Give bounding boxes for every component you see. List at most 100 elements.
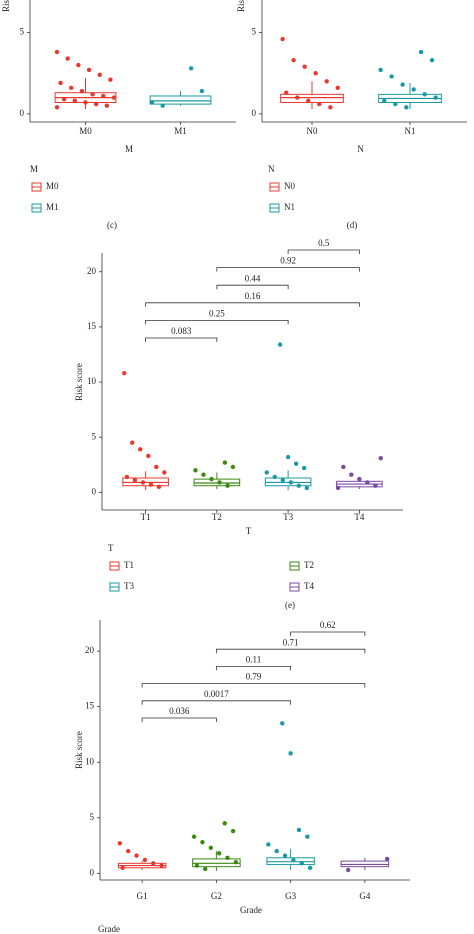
data-point [288,480,293,485]
y-axis-label: Risk score [236,0,246,12]
data-point [156,484,162,490]
y-tick-label: 5 [20,27,25,37]
data-point [230,464,236,470]
data-point [296,827,302,833]
significance-bracket [141,683,366,688]
p-value: 0.16 [245,291,261,301]
legend-label: T2 [304,560,314,570]
data-point [154,464,159,470]
panel-label: (e) [285,600,295,610]
significance-bracket [145,320,289,325]
p-value: 0.79 [246,672,262,682]
y-tick-label: 0 [92,486,97,496]
data-point [411,87,416,92]
significance-bracket [141,717,217,722]
legend-label: M0 [46,181,59,191]
data-point [69,85,74,91]
data-point [208,845,214,850]
legend-title: T [108,543,114,553]
data-point [429,57,435,63]
y-tick-label: 15 [87,321,97,331]
p-value: 0.11 [246,654,261,664]
significance-bracket [145,302,360,307]
data-point [341,464,346,470]
significance-bracket [145,337,218,342]
data-point [296,483,302,488]
legend-title: Grade [98,924,120,934]
data-point [83,100,88,105]
data-point [65,56,70,61]
legend-label: T4 [304,581,314,591]
data-point [93,101,99,107]
data-point [378,455,383,461]
data-point [225,855,230,860]
data-point [433,95,438,100]
data-point [365,480,370,485]
data-point [280,478,285,483]
x-tick-label: M0 [79,126,92,136]
x-tick-label: G2 [211,891,222,901]
x-axis-label: M [125,144,133,154]
p-value: 0.25 [209,308,225,318]
data-point [313,71,318,76]
data-point [97,72,102,78]
data-point [199,88,205,94]
p-value: 0.71 [283,637,299,647]
legend-label: T3 [124,581,134,591]
data-point [191,834,197,839]
data-point [418,49,424,55]
significance-bracket [287,249,360,254]
significance-bracket [290,631,366,636]
x-tick-label: N1 [405,126,416,136]
data-point [159,863,164,868]
x-tick-label: G4 [359,891,370,901]
data-point [162,470,167,475]
data-point [280,36,285,42]
data-point [306,98,311,104]
data-point [378,67,383,73]
data-point [304,485,310,491]
data-point [124,474,130,480]
y-axis-label: Risk score [1,0,11,12]
data-point [349,472,354,477]
y-tick-label: 10 [85,756,95,766]
data-point [149,100,155,105]
legend-label: N0 [284,181,295,191]
data-point [117,841,123,846]
data-point [284,90,289,95]
panel-label: (c) [107,220,117,230]
data-point [104,103,110,108]
legend-title: M [30,164,38,174]
data-point [151,861,156,866]
data-point [328,105,333,110]
data-point [209,476,214,482]
data-point [54,49,60,55]
data-point [132,478,138,483]
data-point [389,74,394,79]
significance-bracket [216,267,360,272]
box [149,95,212,105]
data-point [317,101,322,107]
data-point [79,88,85,94]
x-tick-label: T4 [354,512,364,522]
data-point [295,95,300,100]
legend-title: N [268,164,275,174]
legend-label: N1 [284,202,295,212]
x-tick-label: T1 [141,512,151,522]
data-point [216,851,222,856]
data-point [122,371,127,376]
x-tick-label: N0 [307,126,318,136]
data-point [217,480,222,485]
p-value: 0.5 [318,238,330,248]
x-axis-label: Grade [240,905,262,915]
p-value: 0.083 [171,326,192,336]
data-point [400,82,405,87]
data-point [188,66,194,71]
data-point [291,57,296,63]
data-point [302,64,307,69]
data-point [272,474,277,480]
data-point [335,485,341,491]
y-axis-label: Risk score [74,363,84,401]
data-point [345,867,351,873]
